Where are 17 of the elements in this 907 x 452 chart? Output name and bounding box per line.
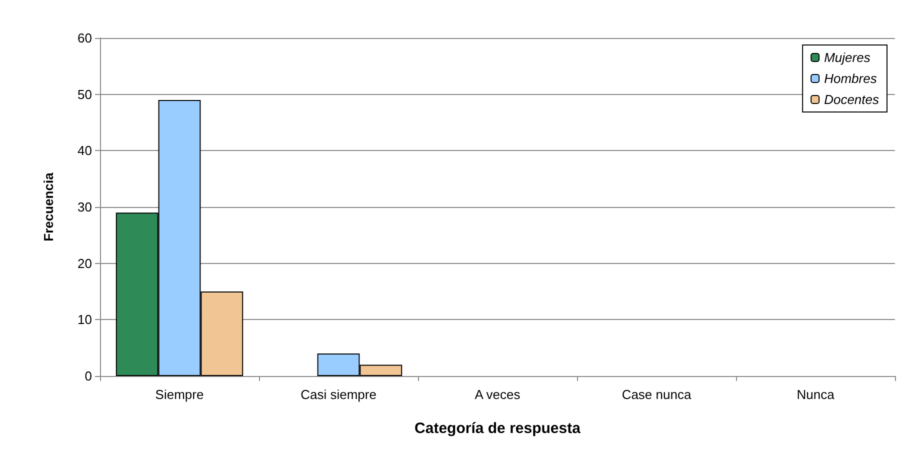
legend-label: Docentes	[824, 92, 880, 107]
y-tick-label: 0	[84, 368, 92, 384]
y-tick-label: 30	[78, 200, 92, 214]
x-tick-label: Siempre	[155, 387, 204, 402]
x-tick-label: A veces	[474, 387, 521, 402]
y-tick-label: 10	[78, 312, 92, 328]
x-tick-label: Case nunca	[622, 387, 692, 402]
y-tick-label: 20	[78, 256, 92, 271]
x-tick-label: Casi siempre	[300, 387, 376, 402]
x-tick-label: Nunca	[796, 387, 836, 402]
x-axis-title: Categoría de respuesta	[414, 420, 582, 437]
y-axis-title: Frecuencia	[41, 172, 56, 242]
legend-label: Hombres	[824, 71, 878, 86]
y-tick-label: 50	[78, 86, 92, 102]
y-tick-label: 60	[78, 30, 92, 46]
legend-label: Mujeres	[824, 50, 871, 65]
y-tick-label: 40	[78, 143, 92, 158]
